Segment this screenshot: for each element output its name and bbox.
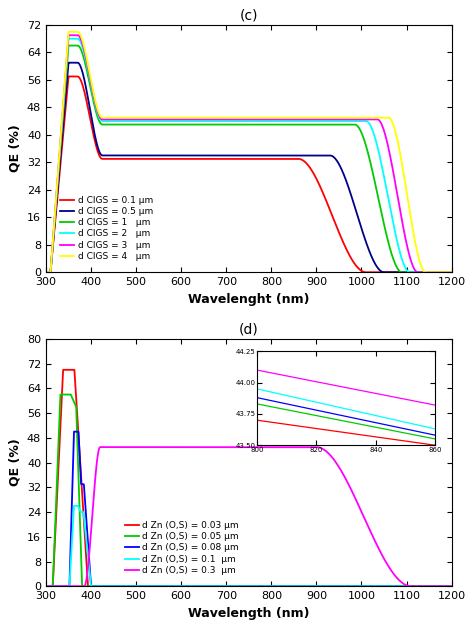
Title: (d): (d) [239, 322, 259, 337]
Legend: d CIGS = 0.1 μm, d CIGS = 0.5 μm, d CIGS = 1   μm, d CIGS = 2   μm, d CIGS = 3  : d CIGS = 0.1 μm, d CIGS = 0.5 μm, d CIGS… [59, 194, 155, 263]
X-axis label: Wavelength (nm): Wavelength (nm) [188, 607, 310, 620]
Legend: d Zn (O,S) = 0.03 μm, d Zn (O,S) = 0.05 μm, d Zn (O,S) = 0.08 μm, d Zn (O,S) = 0: d Zn (O,S) = 0.03 μm, d Zn (O,S) = 0.05 … [124, 519, 241, 577]
X-axis label: Wavelenght (nm): Wavelenght (nm) [188, 293, 310, 306]
Y-axis label: QE (%): QE (%) [9, 439, 21, 487]
Title: (c): (c) [239, 8, 258, 23]
Y-axis label: QE (%): QE (%) [9, 125, 21, 173]
